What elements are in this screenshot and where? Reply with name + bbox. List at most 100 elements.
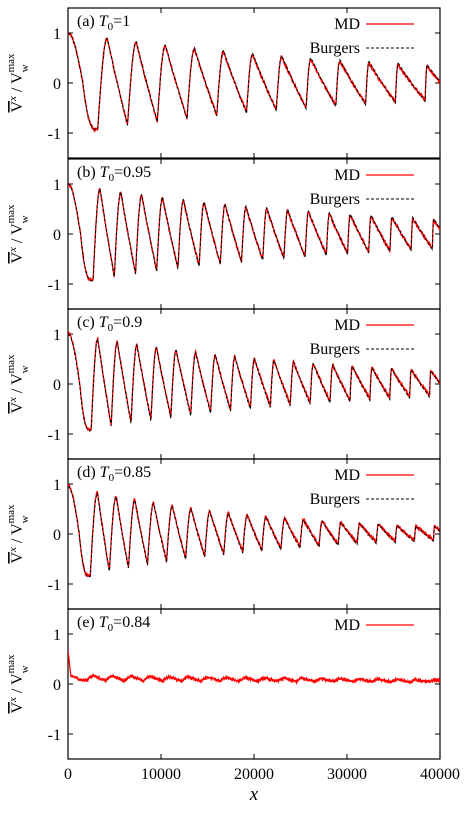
y-label-main: V xyxy=(9,702,26,714)
plot-frame xyxy=(67,458,441,610)
y-label-sup: x xyxy=(7,247,19,253)
x-tick-label: 10000 xyxy=(141,766,181,783)
y-label-main: V xyxy=(9,552,26,564)
y-tick-label: -1 xyxy=(48,577,61,594)
y-label-main: V xyxy=(9,402,26,414)
legend-label: Burgers xyxy=(310,40,360,57)
legend-label: MD xyxy=(334,617,360,634)
panel-d: 1 0 -1 (d) T0=0.85 MD Burgers xyxy=(48,458,441,610)
y-tick-label: 1 xyxy=(53,327,61,344)
y-axis-label: Vx / Vwmax xyxy=(5,504,31,564)
panel-letter: (a) xyxy=(77,13,99,30)
param-symbol: T xyxy=(100,164,110,181)
x-tick-label: 40000 xyxy=(420,766,460,783)
series-line-burgers xyxy=(68,183,440,281)
legend-label: MD xyxy=(334,167,360,184)
param-subscript: 0 xyxy=(108,322,114,334)
series-line-burgers xyxy=(68,32,440,130)
y-label-den-sub: w xyxy=(19,665,31,673)
y-tick-label: 0 xyxy=(53,377,61,394)
panel-label: (d) T0=0.85 xyxy=(77,464,151,484)
y-tick-label: -1 xyxy=(48,427,61,444)
param-subscript: 0 xyxy=(108,622,114,634)
panel-label: (b) T0=0.95 xyxy=(77,164,151,184)
y-axis-label: Vx / Vwmax xyxy=(5,53,31,113)
series-line-md xyxy=(68,649,440,685)
y-tick-label: 1 xyxy=(53,477,61,494)
param-subscript: 0 xyxy=(109,172,115,184)
panel-letter: (c) xyxy=(77,314,99,331)
y-label-sup: x xyxy=(7,397,19,403)
y-label-sup: x xyxy=(7,96,19,102)
y-label-den: V xyxy=(9,673,26,685)
y-label-den-sup: max xyxy=(5,504,17,523)
y-label-den-sup: max xyxy=(5,204,17,223)
legend-label: MD xyxy=(334,317,360,334)
param-value: =0.95 xyxy=(114,164,151,181)
y-label-sup: x xyxy=(7,697,19,703)
y-label-den-sup: max xyxy=(5,53,17,72)
param-symbol: T xyxy=(99,13,109,30)
y-tick-label: 0 xyxy=(53,527,61,544)
panel-label: (a) T0=1 xyxy=(77,13,130,33)
x-axis-label: x xyxy=(249,784,259,805)
param-value: =0.9 xyxy=(113,314,142,331)
param-value: =1 xyxy=(113,13,130,30)
y-tick-label: 0 xyxy=(53,227,61,244)
y-label-slash: / xyxy=(9,385,26,397)
y-tick-label: 0 xyxy=(53,677,61,694)
y-label-den: V xyxy=(9,373,26,385)
y-tick-label: 1 xyxy=(53,177,61,194)
y-tick-label: 1 xyxy=(53,627,61,644)
series-line-md xyxy=(68,32,440,133)
y-label-den: V xyxy=(9,223,26,235)
y-label-den-sub: w xyxy=(19,64,31,72)
y-label-den-sup: max xyxy=(5,354,17,373)
panel-label: (c) T0=0.9 xyxy=(77,314,142,334)
plot-frame xyxy=(67,7,441,159)
panel-a: 1 0 -1 (a) T0=1 MD Burgers xyxy=(48,7,441,159)
series-line-burgers xyxy=(68,333,440,431)
legend-label: MD xyxy=(334,16,360,33)
y-label-sup: x xyxy=(7,547,19,553)
y-label-den: V xyxy=(9,523,26,535)
y-label-den-sub: w xyxy=(19,365,31,373)
param-symbol: T xyxy=(99,614,109,631)
y-tick-label: 1 xyxy=(53,26,61,43)
y-label-main: V xyxy=(9,101,26,113)
y-label-main: V xyxy=(9,252,26,264)
x-tick-label: 30000 xyxy=(327,766,367,783)
series-line-burgers xyxy=(68,486,440,578)
series-line-md xyxy=(68,182,440,282)
x-axis: 0 10000 20000 30000 40000 xyxy=(64,766,460,783)
param-symbol: T xyxy=(100,464,110,481)
y-label-den: V xyxy=(9,72,26,84)
panel-letter: (d) xyxy=(77,464,100,481)
panel-e: 10-1(e) T0=0.84 MD xyxy=(48,608,441,760)
panel-label: (e) T0=0.84 xyxy=(77,614,150,634)
param-subscript: 0 xyxy=(109,472,115,484)
y-tick-label: -1 xyxy=(48,277,61,294)
y-axis-label: Vx / Vwmax xyxy=(5,354,31,414)
legend-label: Burgers xyxy=(310,191,360,208)
x-tick-label: 20000 xyxy=(234,766,274,783)
y-label-den-sub: w xyxy=(19,515,31,523)
x-tick-label: 0 xyxy=(64,766,72,783)
y-label-slash: / xyxy=(9,84,26,96)
y-axis-label: Vx / Vwmax xyxy=(5,204,31,264)
y-tick-label: -1 xyxy=(48,727,61,744)
y-tick-label: 0 xyxy=(53,76,61,93)
panel-letter: (e) xyxy=(77,614,99,631)
y-label-slash: / xyxy=(9,685,26,697)
param-symbol: T xyxy=(99,314,109,331)
param-value: =0.84 xyxy=(113,614,150,631)
y-tick-label: -1 xyxy=(48,126,61,143)
panel-b: 1 0 -1 (b) T0=0.95 MD Burgers xyxy=(48,158,441,310)
legend-label: MD xyxy=(334,467,360,484)
plot-frame xyxy=(67,608,441,760)
y-axis-label: Vx / Vwmax xyxy=(5,654,31,714)
legend-label: Burgers xyxy=(310,491,360,508)
